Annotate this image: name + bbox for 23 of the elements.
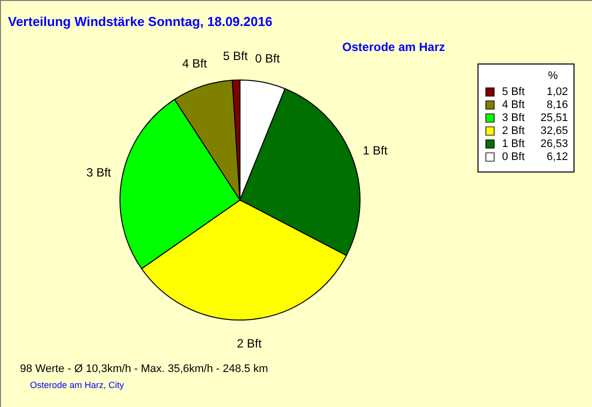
data-label: 32,65 <box>540 125 568 137</box>
legend-title: % <box>548 70 558 82</box>
slice-label: 4 Bft <box>182 56 208 70</box>
data-label: 8,16 <box>546 99 568 111</box>
slice-label: 2 Bft <box>236 336 262 351</box>
text: Osterode am Harz, City <box>30 380 125 390</box>
slice-label: 3 Bft <box>86 165 112 180</box>
legend-label: 0 Bft <box>502 151 525 163</box>
data-label: 1,02 <box>546 86 568 98</box>
data-label: 25,51 <box>540 112 568 124</box>
slice-label: 0 Bft <box>255 52 281 66</box>
data-label: 6,12 <box>546 151 568 163</box>
legend-label: 4 Bft <box>502 99 525 111</box>
slice-label: 1 Bft <box>362 143 388 158</box>
chart-title: Verteilung Windstärke Sonntag, 18.09.2016 <box>8 14 272 29</box>
text: 98 Werte - Ø 10,3km/h - Max. 35,6km/h - 248.5 km <box>20 363 268 375</box>
legend-label: 2 Bft <box>502 125 525 137</box>
legend-label: 1 Bft <box>502 138 525 150</box>
slice-label: 5 Bft <box>223 49 248 64</box>
data-label: 26,53 <box>540 138 568 150</box>
legend-label: 3 Bft <box>502 112 525 124</box>
legend-label: 5 Bft <box>502 86 525 98</box>
chart-subtitle: Osterode am Harz <box>342 40 445 54</box>
